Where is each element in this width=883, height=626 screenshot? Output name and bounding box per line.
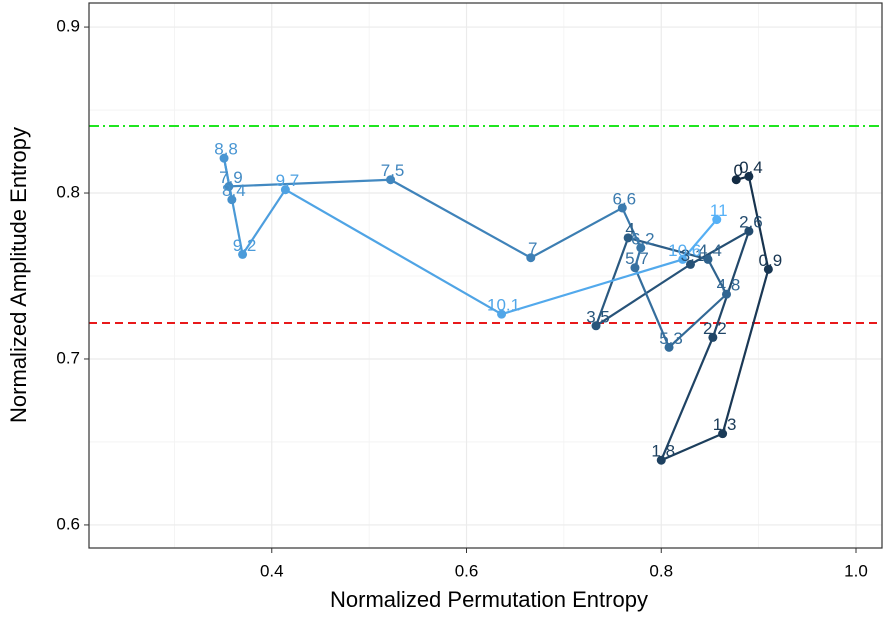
point [763, 264, 773, 274]
point-label: 11 [710, 201, 728, 220]
point [280, 185, 290, 195]
path-segment [228, 178, 391, 188]
path-segment [390, 178, 532, 259]
path-segment [668, 293, 728, 349]
point [617, 203, 627, 213]
point [664, 342, 674, 352]
point [386, 175, 396, 185]
point [630, 263, 640, 273]
point-label: 7 [528, 239, 537, 258]
path-segment [747, 176, 770, 270]
x-tick-label: 0.8 [649, 561, 673, 580]
point [636, 243, 646, 253]
path-segment [633, 267, 671, 348]
point-label: 0 [733, 161, 742, 180]
y-axis-label: Normalized Amplitude Entropy [6, 127, 31, 423]
path-segment [621, 207, 642, 249]
path-segment [501, 258, 683, 316]
point-label: 10.6 [668, 241, 701, 260]
point-label: 7.5 [381, 161, 405, 180]
point [744, 226, 754, 236]
point-label: 9.2 [233, 236, 257, 255]
point-label: 9.7 [276, 171, 300, 190]
y-tick-label: 0.6 [56, 514, 80, 533]
point [224, 181, 234, 191]
point-label: 3.5 [586, 307, 610, 326]
point [744, 171, 754, 181]
point-label: 2.6 [739, 213, 763, 232]
point-label: 7.9 [219, 168, 243, 187]
x-axis-label: Normalized Permutation Entropy [330, 587, 648, 612]
point-label: 4.4 [698, 241, 722, 260]
y-tick-label: 0.9 [56, 17, 80, 36]
path-segment [660, 336, 714, 461]
y-tick-label: 0.7 [56, 348, 80, 367]
y-tick-label: 0.8 [56, 183, 80, 202]
point [678, 254, 688, 264]
point [591, 321, 601, 331]
point [497, 309, 507, 319]
point [721, 289, 731, 299]
point [685, 259, 695, 269]
point-label: 4.8 [717, 276, 741, 295]
path-segment [707, 258, 728, 295]
point [708, 332, 718, 342]
point-label: 6.2 [631, 229, 655, 248]
point-label: 1.8 [651, 442, 675, 461]
point [238, 249, 248, 259]
point-label: 0.4 [739, 158, 763, 177]
path-segment [530, 206, 623, 259]
point [623, 233, 633, 243]
point [526, 253, 536, 263]
path-segment [721, 269, 770, 434]
point-label: 3.1 [681, 246, 705, 265]
path-segment [689, 230, 750, 266]
point-label: 6.6 [612, 189, 636, 208]
point-label: 10.1 [487, 296, 520, 315]
point-label: 1.3 [713, 415, 737, 434]
point [219, 153, 229, 163]
point [227, 195, 237, 205]
point [718, 429, 728, 439]
path-segment [627, 236, 709, 261]
point-label: 2.2 [703, 319, 727, 338]
point [703, 254, 713, 264]
path-segment [222, 157, 244, 255]
point-label: 8.8 [214, 140, 238, 159]
point-label: 5.7 [625, 249, 649, 268]
x-tick-label: 0.6 [455, 561, 479, 580]
x-tick-label: 0.4 [260, 561, 284, 580]
point [731, 175, 741, 185]
x-tick-label: 1.0 [844, 561, 868, 580]
panel-border [88, 2, 883, 549]
point-label: 8.4 [222, 181, 246, 200]
point-label: 4 [625, 219, 634, 238]
point [656, 455, 666, 465]
path-segment [660, 432, 724, 462]
path-segment [284, 188, 503, 316]
path-segment [681, 218, 718, 261]
path-segment [241, 189, 287, 256]
path-segment [711, 230, 750, 338]
point-label: 0.9 [759, 251, 783, 270]
point-label: 5.3 [659, 329, 683, 348]
point [712, 215, 722, 225]
path-segment [595, 263, 692, 327]
